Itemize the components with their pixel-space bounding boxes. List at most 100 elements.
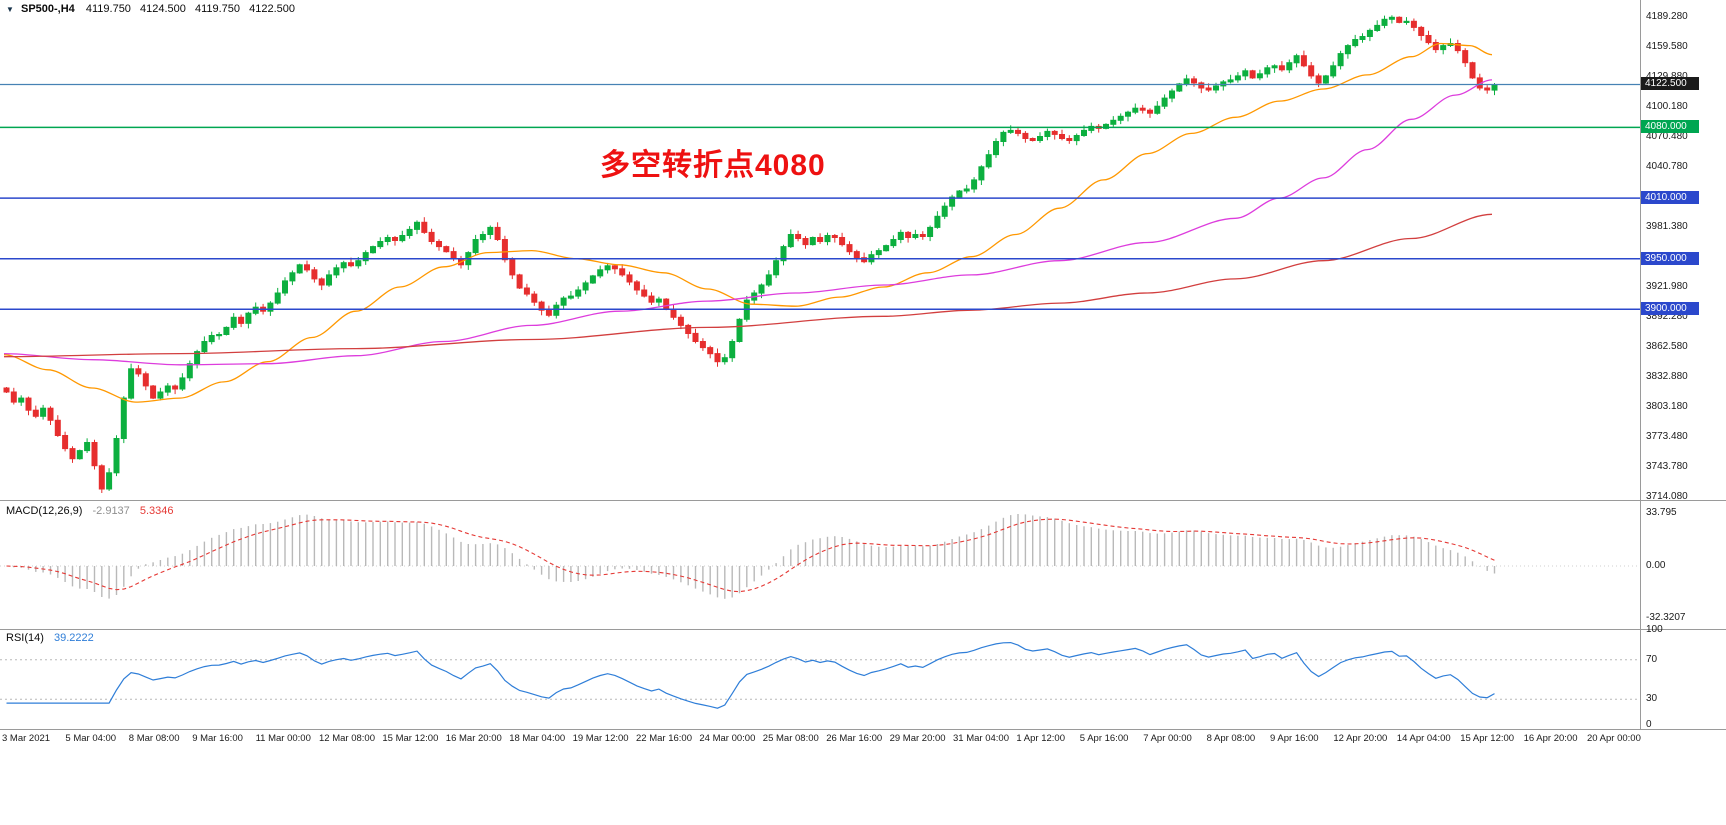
- candle: [1322, 75, 1329, 84]
- candle: [142, 373, 149, 387]
- time-axis-label[interactable]: 3 Mar 2021: [2, 733, 51, 744]
- rsi-name: RSI(14): [6, 632, 44, 644]
- time-axis-label[interactable]: 24 Mar 00:00: [699, 733, 756, 744]
- candle: [736, 318, 743, 342]
- candle: [523, 287, 530, 295]
- candle: [1264, 67, 1271, 75]
- time-axis-label[interactable]: 15 Apr 12:00: [1460, 733, 1515, 744]
- candle: [1484, 87, 1491, 91]
- time-axis-label[interactable]: 22 Mar 16:00: [636, 733, 692, 744]
- candle: [406, 228, 413, 236]
- candle: [1147, 109, 1153, 114]
- time-axis-label[interactable]: 20 Apr 00:00: [1587, 733, 1641, 744]
- candle: [84, 442, 91, 452]
- rsi-indicator-label: RSI(14) 39.2222: [6, 632, 94, 644]
- time-axis-label[interactable]: 14 Apr 04:00: [1396, 733, 1451, 744]
- candle: [707, 347, 714, 355]
- ohlc-low: 4119.750: [194, 3, 241, 15]
- candle: [318, 278, 325, 286]
- candle: [1088, 125, 1095, 131]
- candle: [531, 293, 538, 303]
- candle: [633, 281, 640, 291]
- candle: [1462, 50, 1469, 64]
- time-axis-label[interactable]: 26 Mar 16:00: [826, 733, 883, 744]
- time-axis-label[interactable]: 11 Mar 00:00: [255, 733, 311, 744]
- time-axis-label[interactable]: 1 Apr 12:00: [1016, 733, 1065, 744]
- time-axis-label[interactable]: 19 Mar 12:00: [572, 733, 629, 744]
- candle: [1381, 18, 1388, 26]
- candle: [941, 205, 948, 217]
- candle: [773, 260, 780, 276]
- rsi-axis-label: 30: [1646, 693, 1658, 705]
- candle: [436, 241, 442, 248]
- time-axis-label[interactable]: 5 Apr 16:00: [1079, 733, 1129, 744]
- candle: [567, 295, 574, 299]
- candle: [912, 234, 919, 238]
- time-axis-label[interactable]: 12 Apr 20:00: [1333, 733, 1388, 744]
- candle: [626, 274, 633, 283]
- candle: [487, 226, 494, 235]
- candle: [267, 302, 274, 312]
- candle: [91, 442, 98, 467]
- time-axis-label[interactable]: 8 Mar 08:00: [128, 733, 180, 744]
- time-axis-label[interactable]: 9 Apr 16:00: [1270, 733, 1319, 744]
- candle: [758, 284, 765, 294]
- candle: [150, 385, 157, 399]
- candle: [1213, 85, 1219, 91]
- candle: [1081, 129, 1087, 136]
- candle: [274, 292, 281, 304]
- candle: [384, 237, 391, 242]
- candle: [861, 257, 868, 263]
- candle: [18, 397, 25, 403]
- time-axis-label[interactable]: 31 Mar 04:00: [953, 733, 1009, 744]
- candle: [993, 141, 999, 156]
- y-axis-label: 4040.780: [1646, 160, 1688, 172]
- candle: [641, 289, 648, 297]
- time-axis-label[interactable]: 18 Mar 04:00: [509, 733, 566, 744]
- time-axis-label[interactable]: 5 Mar 04:00: [65, 733, 117, 744]
- candle: [934, 215, 941, 228]
- candle: [787, 234, 794, 248]
- time-axis-label[interactable]: 7 Apr 00:00: [1143, 733, 1192, 744]
- candle: [25, 397, 32, 411]
- candle: [216, 334, 223, 337]
- time-axis-label[interactable]: 25 Mar 08:00: [762, 733, 819, 744]
- candle: [1051, 130, 1058, 135]
- annotation-text[interactable]: 多空转折点4080: [600, 149, 826, 182]
- candle: [721, 357, 728, 363]
- candle: [853, 251, 860, 259]
- candle: [135, 368, 142, 375]
- time-axis-label[interactable]: 29 Mar 20:00: [889, 733, 946, 744]
- candle: [1110, 119, 1117, 125]
- time-axis-label[interactable]: 16 Mar 20:00: [445, 733, 502, 744]
- time-axis-label[interactable]: 8 Apr 08:00: [1206, 733, 1256, 744]
- candle: [1227, 79, 1234, 83]
- candle: [1410, 20, 1417, 28]
- candle: [714, 353, 721, 363]
- candle: [1278, 65, 1285, 71]
- macd-axis-label: -32.3207: [1646, 612, 1686, 623]
- candle: [1300, 55, 1307, 67]
- candle: [1315, 75, 1322, 84]
- horizontal-lines[interactable]: [0, 83, 1640, 310]
- candle: [296, 264, 303, 274]
- candle: [172, 385, 179, 390]
- candle: [1132, 107, 1139, 113]
- candle: [765, 274, 772, 286]
- y-axis-label: 3743.780: [1646, 460, 1688, 472]
- candle: [802, 238, 809, 246]
- time-axis-label[interactable]: 12 Mar 08:00: [319, 733, 375, 744]
- time-axis-label[interactable]: 16 Apr 20:00: [1523, 733, 1578, 744]
- candle: [1015, 129, 1021, 134]
- candle: [47, 407, 54, 421]
- candle: [355, 260, 362, 267]
- candle: [370, 246, 376, 254]
- y-axis-label: 4159.580: [1646, 40, 1688, 52]
- time-axis-label[interactable]: 9 Mar 16:00: [192, 733, 243, 744]
- candle: [846, 244, 853, 253]
- candle: [509, 259, 516, 276]
- candle: [443, 246, 450, 253]
- time-axis-label[interactable]: 15 Mar 12:00: [382, 733, 439, 744]
